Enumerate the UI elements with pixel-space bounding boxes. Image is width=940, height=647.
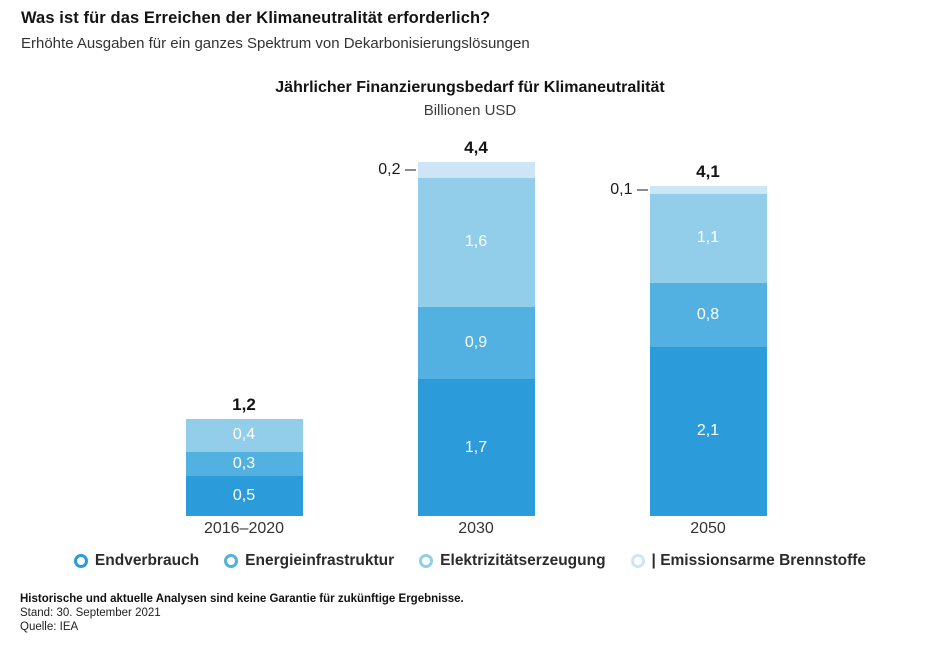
bar-segment-label: 0,3 [232, 454, 256, 472]
bar-segment-label: 0,9 [464, 333, 488, 351]
legend-label: Endverbrauch [94, 552, 200, 569]
bar-segment: 0,4 [185, 419, 303, 452]
chart-unit-label: Billionen USD [423, 102, 517, 119]
callout-label: 0,2 [378, 160, 401, 178]
bar-segment [417, 161, 535, 178]
page-title: Was ist für das Erreichen der Klimaneutr… [21, 9, 491, 27]
legend-item: Endverbrauch [73, 552, 200, 570]
callout-line [636, 188, 648, 191]
bar-segment-label: 1,7 [464, 438, 488, 456]
footer-disclaimer: Historische und aktuelle Analysen sind k… [20, 593, 464, 605]
legend-item: | Emissionsarme Brennstoffe [630, 552, 867, 570]
bar-segment-label: 0,4 [232, 426, 256, 444]
legend-item: Energieinfrastruktur [224, 552, 394, 570]
bar-segment: 0,8 [649, 282, 767, 347]
footer-source: Quelle: IEA [20, 621, 79, 633]
bar-segment: 0,9 [417, 306, 535, 380]
x-axis-label: 2050 [690, 520, 726, 537]
bar-segment-label: 1,6 [464, 233, 488, 251]
footer: Historische und aktuelle Analysen sind k… [20, 593, 464, 633]
bar-segment-label: 2,1 [696, 422, 720, 440]
chart-legend: Endverbrauch Energieinfrastruktur Elektriz… [0, 552, 940, 570]
legend-ring-icon [419, 554, 434, 568]
bar-segment [649, 185, 767, 194]
legend-item: Elektrizitätserzeugung [419, 552, 606, 570]
x-axis-label: 2030 [458, 520, 494, 537]
bar-total-label: 1,2 [232, 395, 256, 415]
x-axis-label: 2016–2020 [203, 520, 285, 537]
bar-total-label: 4,1 [696, 161, 720, 181]
bar-segment-label: 1,1 [696, 229, 720, 247]
legend-ring-icon [224, 554, 239, 568]
callout-label: 0,1 [610, 180, 633, 198]
callout-line [404, 168, 416, 171]
bar-segment: 0,5 [185, 475, 303, 516]
bar-segment-label: 0,5 [232, 486, 256, 504]
bar-segment: 1,1 [649, 194, 767, 283]
legend-label: Energieinfrastruktur [245, 552, 395, 569]
footer-date: Stand: 30. September 2021 [20, 607, 161, 619]
bar-segment-label: 0,8 [696, 305, 720, 323]
bar-segment: 2,1 [649, 346, 767, 516]
legend-label: Elektrizitätserzeugung [440, 552, 606, 569]
chart-title: Jährlicher Finanzierungsbedarf für Klima… [275, 79, 665, 96]
legend-label: | Emissionsarme Brennstoffe [651, 552, 867, 569]
bar-segment: 1,6 [417, 177, 535, 307]
page-subtitle: Erhöhte Ausgaben für ein ganzes Spektrum… [21, 35, 530, 52]
bar-segment: 1,7 [417, 379, 535, 516]
legend-ring-icon [630, 554, 645, 568]
legend-ring-icon [73, 554, 88, 568]
bar-segment: 0,3 [185, 451, 303, 476]
bar-total-label: 4,4 [464, 137, 488, 157]
